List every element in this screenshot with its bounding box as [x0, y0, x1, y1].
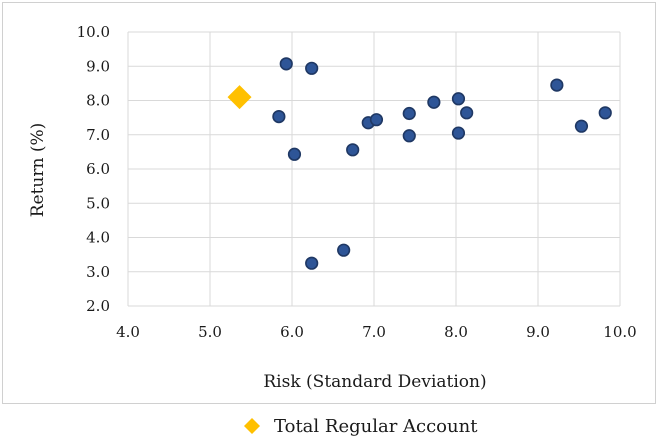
data-point	[451, 92, 466, 106]
x-tick-label: 9.0	[526, 323, 550, 341]
data-point	[402, 106, 416, 121]
x-tick-label: 8.0	[444, 323, 468, 341]
x-tick-label: 4.0	[116, 323, 140, 341]
data-point	[451, 126, 466, 140]
legend-label-total-regular-account: Total Regular Account	[274, 415, 478, 437]
data-points	[227, 57, 612, 270]
data-point	[337, 243, 351, 257]
legend-diamond-marker	[244, 418, 260, 434]
data-point-total-regular-account	[227, 85, 252, 110]
data-point	[550, 78, 564, 92]
data-point	[460, 106, 474, 120]
data-point	[279, 57, 293, 71]
y-tick-label: 2.0	[86, 297, 110, 315]
data-point	[305, 256, 319, 270]
y-tick-label: 3.0	[86, 263, 110, 281]
data-point	[402, 129, 416, 143]
data-point	[598, 106, 612, 120]
y-tick-label: 8.0	[86, 92, 110, 110]
y-tick-label: 6.0	[86, 160, 110, 178]
chart-frame	[2, 2, 656, 404]
data-point	[305, 61, 319, 75]
data-point	[574, 119, 589, 133]
y-axis-title: Return (%)	[28, 123, 48, 218]
data-point	[287, 147, 302, 161]
y-tick-label: 7.0	[86, 126, 110, 144]
y-tick-label: 4.0	[86, 229, 110, 247]
y-tick-label: 10.0	[77, 23, 110, 41]
x-tick-label: 5.0	[198, 323, 222, 341]
x-tick-label: 10.0	[603, 323, 636, 341]
x-tick-labels: 4.0 5.0 6.0 7.0 8.0 9.0 10.0	[116, 323, 637, 341]
data-point	[346, 143, 360, 157]
legend: Total Regular Account	[244, 413, 477, 439]
x-tick-label: 6.0	[280, 323, 304, 341]
x-tick-label: 7.0	[362, 323, 386, 341]
data-point	[427, 95, 441, 109]
data-point	[272, 109, 286, 124]
y-tick-label: 5.0	[86, 194, 110, 212]
x-axis-title: Risk (Standard Deviation)	[263, 372, 486, 392]
y-tick-labels: 2.0 3.0 4.0 5.0 6.0 7.0 8.0 9.0 10.0	[77, 23, 110, 315]
y-tick-label: 9.0	[86, 57, 110, 75]
scatter-chart: 4.0 5.0 6.0 7.0 8.0 9.0 10.0 2.0 3.0 4.0 5.0 6.0 7.…	[28, 23, 637, 392]
gridlines	[127, 31, 621, 307]
data-point	[369, 113, 384, 127]
